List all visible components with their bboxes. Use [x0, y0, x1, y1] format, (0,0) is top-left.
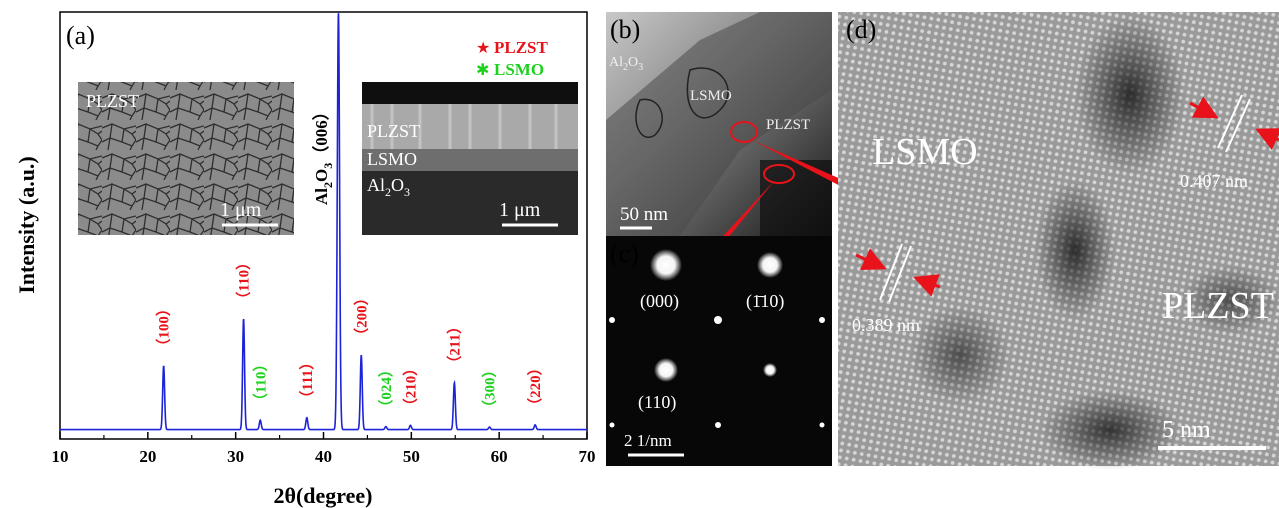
y-axis-title: Intensity (a.u.)	[14, 156, 39, 294]
x-tick-label: 20	[139, 447, 156, 466]
d-spacing-0407: 0.407 nm	[1180, 171, 1248, 191]
cross-layer-lsmo: LSMO	[367, 149, 417, 169]
spot-110: (110)	[638, 392, 676, 413]
peak-label-plzst: （111）	[298, 355, 316, 406]
pointer-to-c	[712, 180, 775, 250]
x-axis: 10 20 30 40 50 60 70	[52, 432, 596, 466]
x-tick-label: 10	[52, 447, 69, 466]
inset-surface-label: PLZST	[86, 91, 139, 111]
peak-label-plzst: （200）	[352, 290, 370, 343]
x-tick-label: 30	[227, 447, 244, 466]
panel-b-label: (b)	[610, 15, 640, 44]
region-marker-upper	[730, 121, 758, 143]
x-tick-label: 50	[403, 447, 420, 466]
peak-label-plzst: （220）	[526, 360, 544, 413]
panel-d-label: (d)	[846, 15, 876, 44]
saed-panel-c: (c) (000) (1̄10) (110) 2 1/nm	[606, 236, 832, 466]
inset-surface-scale: 1 μm	[220, 199, 262, 221]
panel-d-lsmo: LSMO	[872, 131, 978, 173]
legend-plzst-symbol: ★	[476, 38, 490, 57]
panel-d-scale: 5 nm	[1162, 417, 1211, 443]
x-axis-title: 2θ(degree)	[273, 483, 372, 508]
panel-b-plzst: PLZST	[766, 117, 810, 133]
peak-label-plzst: （110）	[235, 255, 253, 307]
substrate-peak-label: Al2O3（006）	[311, 103, 335, 205]
panel-d-plzst: PLZST	[1162, 285, 1274, 327]
x-tick-label: 60	[491, 447, 508, 466]
legend: ★ PLZST ✱ LSMO	[476, 38, 549, 79]
panel-c-scale: 2 1/nm	[624, 431, 672, 450]
d-spacing-marker-0407	[1189, 94, 1279, 153]
d-spacing-0389: 0.389 nm	[852, 315, 920, 335]
inset-cross-section-sem: PLZST LSMO Al2O3 1 μm	[362, 82, 578, 235]
peak-label-plzst: （211）	[445, 319, 463, 371]
panel-b-lsmo: LSMO	[690, 88, 732, 104]
xrd-series-line	[60, 13, 587, 431]
peak-label-lsmo: （300）	[481, 362, 499, 415]
panel-a-label: (a)	[66, 21, 95, 50]
inset-surface-sem: PLZST 1 μm	[78, 82, 294, 235]
legend-lsmo-symbol: ✱	[476, 60, 489, 79]
panel-b-substrate: Al2O3	[609, 55, 643, 73]
spot-1bar10: (1̄10)	[746, 291, 784, 312]
spot-000: (000)	[640, 291, 679, 312]
peak-labels: （100） （110） （110） （111） （200） （024） （210） （211）…	[155, 255, 545, 415]
legend-lsmo: LSMO	[494, 60, 544, 79]
region-marker-lower	[763, 164, 795, 184]
inset-cross-scale: 1 μm	[499, 199, 541, 221]
legend-plzst: PLZST	[494, 38, 549, 57]
pointer-to-d	[752, 140, 852, 190]
peak-label-lsmo: （110）	[251, 357, 269, 409]
panel-c-label: (c)	[610, 239, 639, 268]
peak-label-plzst: （210）	[402, 361, 420, 414]
xrd-panel: 10 20 30 40 50 60 70 2θ(degree) Intensity (a.u…	[14, 11, 596, 508]
peak-label-plzst: （100）	[155, 301, 173, 354]
tem-panel-b: (b) Al2O3 LSMO PLZST 50 nm	[606, 12, 852, 250]
x-tick-label: 40	[315, 447, 332, 466]
panel-b-scale: 50 nm	[620, 204, 668, 225]
peak-label-lsmo: （024）	[377, 362, 395, 415]
cross-layer-plzst: PLZST	[367, 121, 420, 141]
hrtem-panel-d: (d) LSMO PLZST 0.407 nm 0.389 nm 5 nm	[838, 12, 1279, 470]
d-spacing-marker-0389	[855, 243, 941, 303]
x-tick-label: 70	[579, 447, 596, 466]
